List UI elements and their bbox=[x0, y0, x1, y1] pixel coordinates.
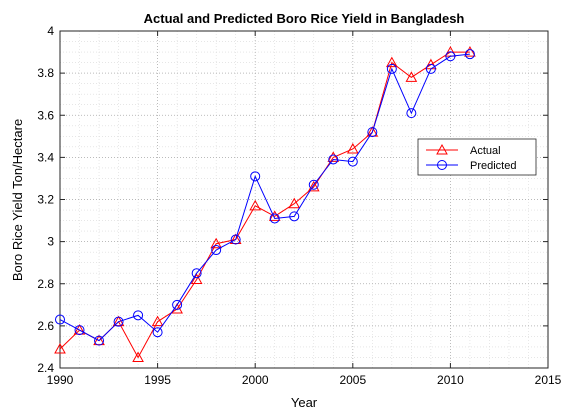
data-point-predicted bbox=[445, 51, 456, 62]
y-tick-label: 3.6 bbox=[37, 108, 54, 122]
legend-label-predicted: Predicted bbox=[470, 160, 516, 172]
data-point-predicted bbox=[74, 325, 85, 336]
data-point-actual bbox=[464, 46, 476, 57]
plot-area: 1990 1995 2000 2005 2010 2015 2.4 2.6 2.8 3 3.2 3.4… bbox=[37, 24, 561, 387]
data-point-predicted bbox=[289, 211, 300, 222]
data-point-predicted bbox=[328, 154, 339, 165]
x-tick-label: 2015 bbox=[535, 373, 562, 387]
data-point-predicted bbox=[211, 245, 222, 256]
data-point-predicted bbox=[406, 108, 417, 119]
y-axis-label: Boro Rice Yield Ton/Hectare bbox=[10, 119, 25, 281]
legend-marker-actual bbox=[436, 143, 448, 155]
data-point-actual bbox=[346, 142, 359, 154]
data-point-predicted bbox=[152, 327, 163, 338]
data-point-actual bbox=[249, 199, 262, 211]
series-line-actual bbox=[59, 51, 470, 359]
data-point-predicted bbox=[133, 310, 144, 321]
data-point-actual bbox=[307, 180, 320, 192]
y-tick-label: 2.4 bbox=[37, 361, 54, 375]
data-point-predicted bbox=[386, 63, 397, 74]
data-point-predicted bbox=[269, 213, 280, 224]
data-point-predicted bbox=[425, 63, 436, 74]
legend-box bbox=[417, 138, 537, 176]
data-point-predicted bbox=[113, 316, 124, 327]
data-point-predicted bbox=[172, 299, 183, 310]
data-point-actual bbox=[288, 197, 301, 209]
y-tick-label: 4 bbox=[47, 24, 54, 38]
y-tick-label: 3.4 bbox=[37, 150, 54, 164]
y-tick-label: 2.6 bbox=[37, 319, 54, 333]
legend-label-actual: Actual bbox=[470, 145, 501, 157]
x-axis-label: Year bbox=[291, 395, 318, 410]
x-tick-label: 2010 bbox=[437, 373, 464, 387]
legend: Actual Predicted bbox=[417, 138, 537, 176]
data-point-actual bbox=[385, 56, 398, 68]
data-point-actual bbox=[210, 237, 223, 249]
data-point-predicted bbox=[464, 49, 475, 60]
data-point-predicted bbox=[191, 268, 202, 279]
data-point-actual bbox=[190, 273, 203, 285]
x-tick-label: 1990 bbox=[47, 373, 74, 387]
data-point-actual bbox=[405, 71, 418, 82]
data-point-predicted bbox=[347, 156, 358, 167]
data-point-predicted bbox=[55, 314, 65, 325]
data-point-actual bbox=[327, 151, 340, 162]
y-tick-label: 2.8 bbox=[37, 277, 54, 291]
data-point-actual bbox=[151, 315, 164, 327]
x-tick-label: 2005 bbox=[339, 373, 366, 387]
data-point-predicted bbox=[250, 171, 261, 182]
data-point-actual bbox=[54, 343, 66, 354]
series-line-predicted bbox=[59, 53, 470, 342]
data-point-predicted bbox=[230, 234, 241, 245]
data-point-predicted bbox=[94, 335, 105, 346]
y-tick-label: 3.2 bbox=[37, 193, 54, 207]
data-point-predicted bbox=[367, 127, 378, 138]
legend-marker-predicted bbox=[437, 160, 447, 170]
y-tick-label: 3.8 bbox=[37, 66, 54, 80]
x-tick-label: 2000 bbox=[242, 373, 269, 387]
y-tick-label: 3 bbox=[47, 235, 54, 249]
data-point-actual bbox=[268, 210, 281, 221]
data-point-actual bbox=[132, 351, 144, 362]
chart-title: Actual and Predicted Boro Rice Yield in … bbox=[144, 11, 465, 26]
data-point-predicted bbox=[308, 179, 319, 190]
x-tick-label: 1995 bbox=[144, 373, 171, 387]
